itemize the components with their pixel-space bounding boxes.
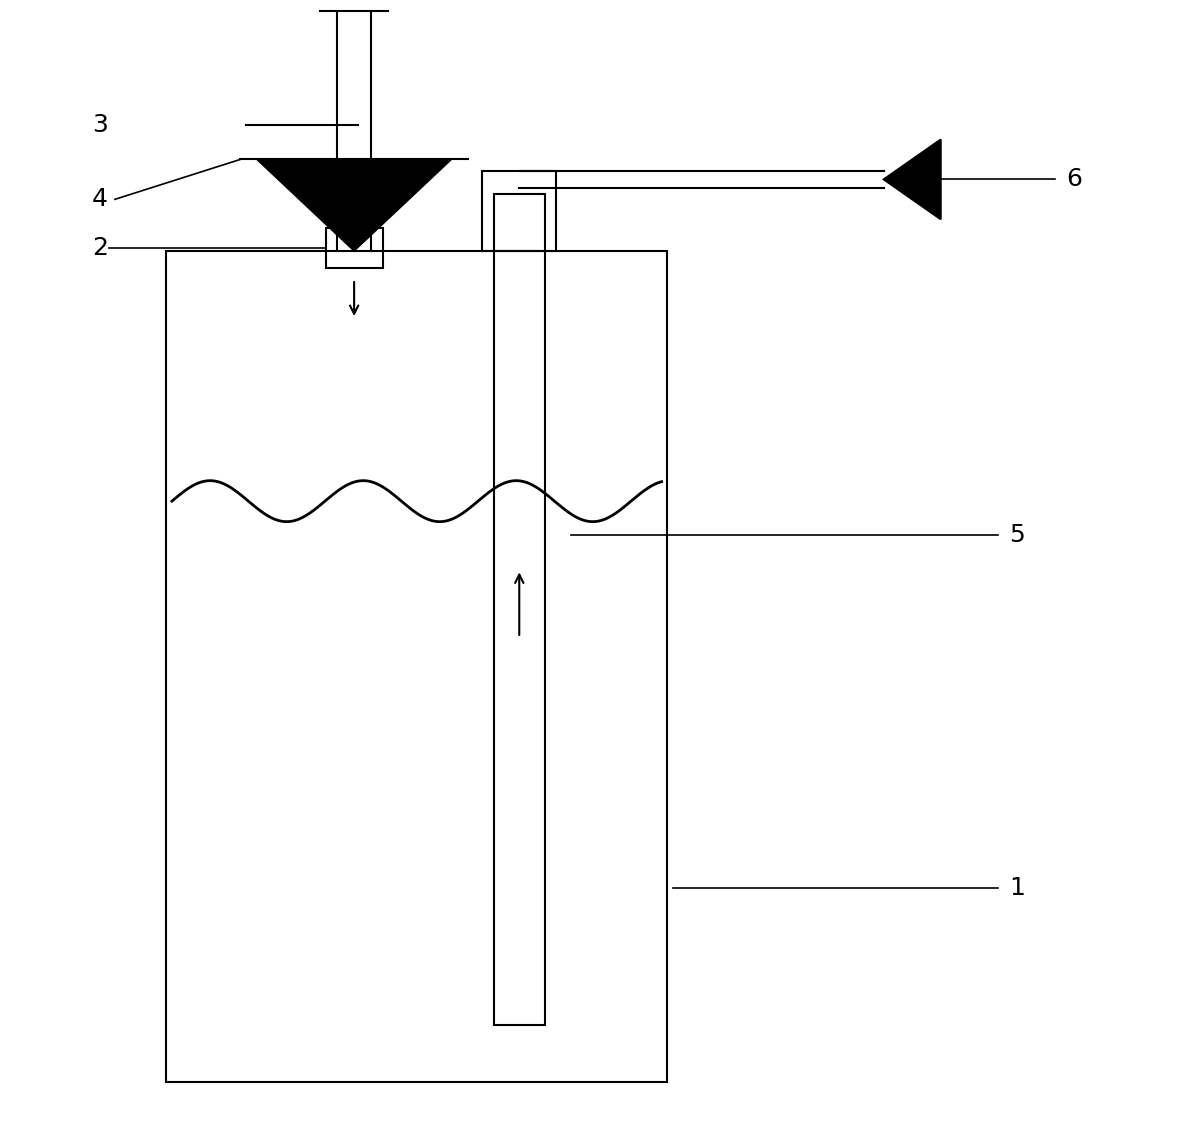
Bar <box>483 171 556 251</box>
Polygon shape <box>884 139 940 219</box>
Bar <box>494 194 545 1025</box>
Text: 3: 3 <box>92 113 108 138</box>
Text: 4: 4 <box>92 187 108 212</box>
Bar <box>326 228 382 268</box>
Text: 6: 6 <box>1066 167 1082 191</box>
Text: 5: 5 <box>1009 523 1024 548</box>
Polygon shape <box>258 159 450 251</box>
Bar <box>167 251 667 1082</box>
Text: 2: 2 <box>92 236 108 260</box>
Text: 1: 1 <box>1009 876 1025 901</box>
